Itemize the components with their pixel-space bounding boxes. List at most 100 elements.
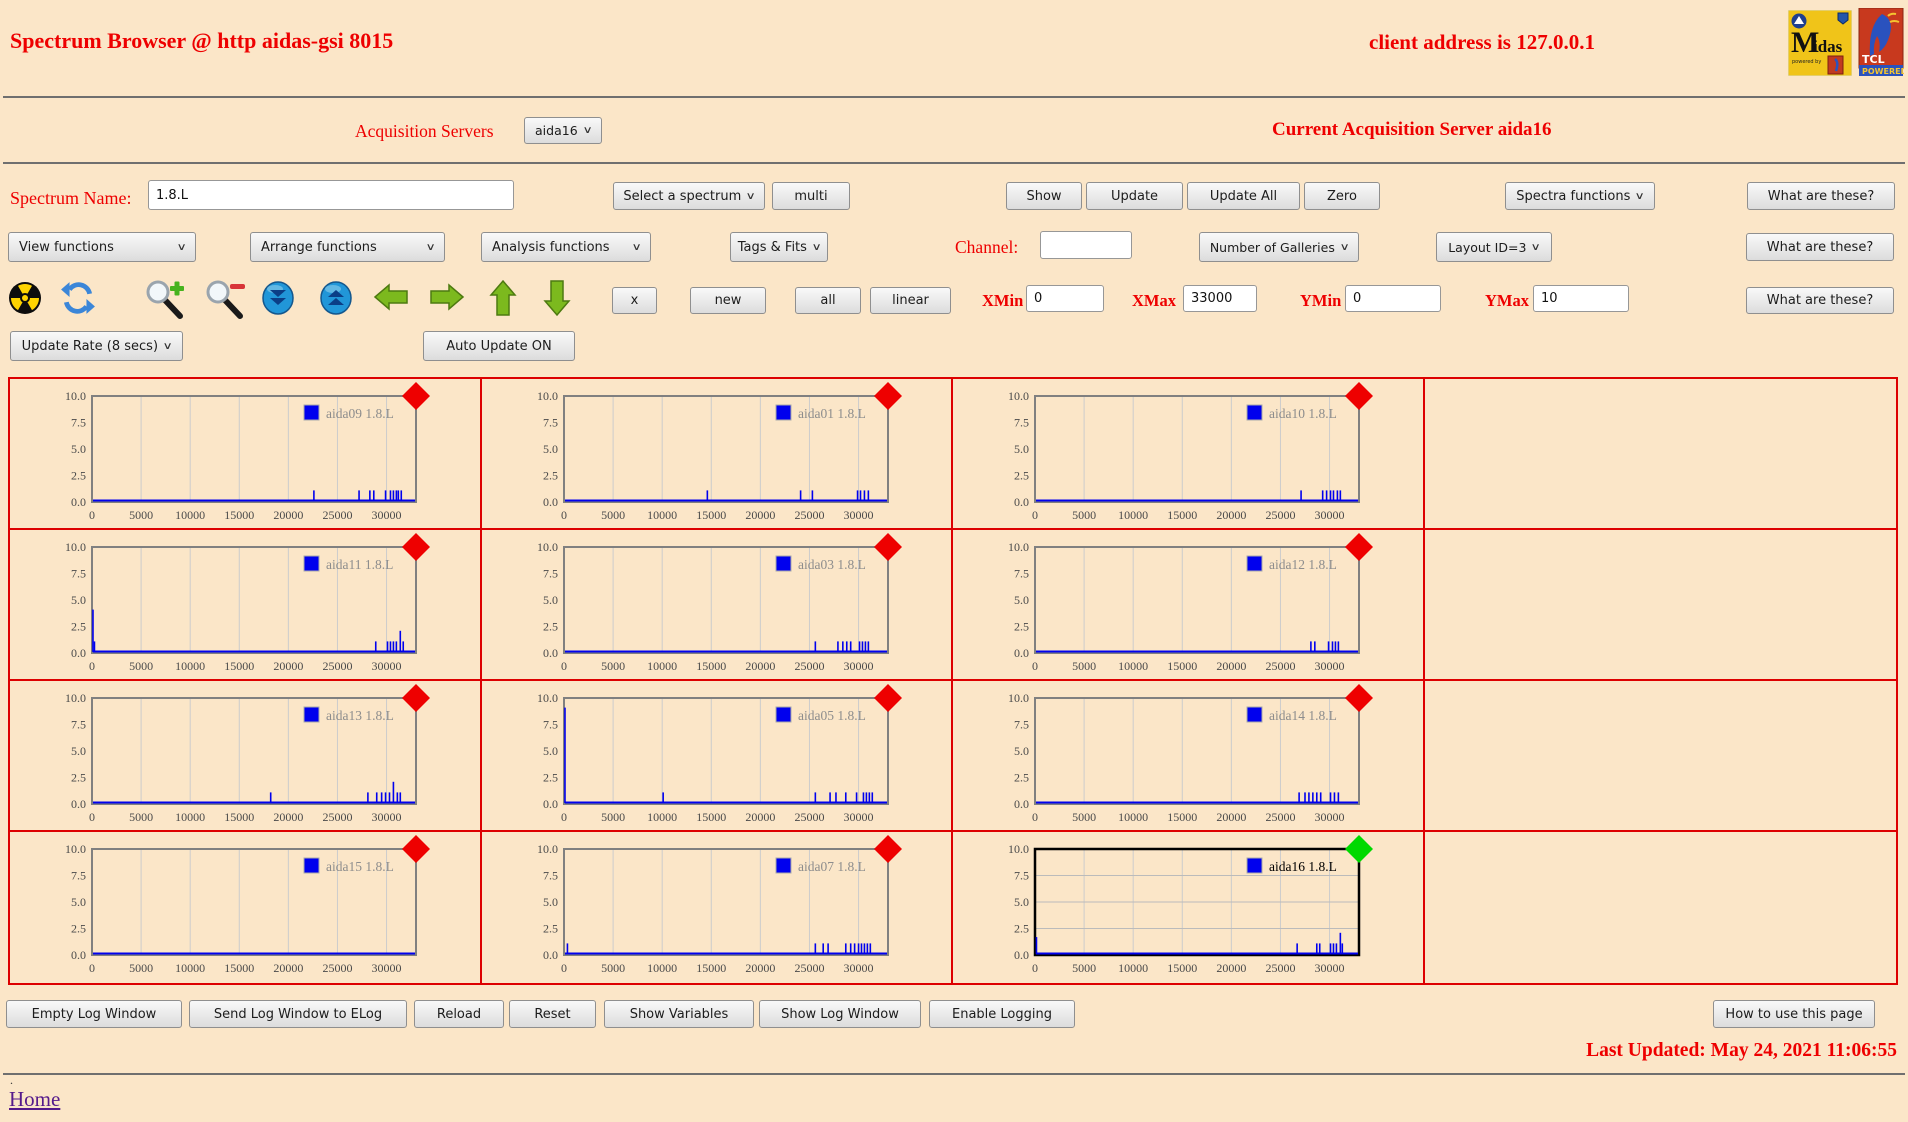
marker-diamond[interactable] bbox=[1345, 684, 1373, 712]
reload-button[interactable]: Reload bbox=[414, 1000, 504, 1028]
pan-down-icon[interactable] bbox=[543, 279, 571, 321]
zero-button[interactable]: Zero bbox=[1304, 182, 1380, 210]
pan-left-icon[interactable] bbox=[373, 283, 409, 315]
xmax-input[interactable] bbox=[1183, 285, 1257, 312]
svg-text:15000: 15000 bbox=[1167, 508, 1197, 522]
how-to-use-this-page-button[interactable]: How to use this page bbox=[1713, 1000, 1875, 1028]
view-functions-dropdown[interactable]: View functions ∨ bbox=[8, 232, 196, 262]
zoom-out-icon[interactable] bbox=[204, 279, 246, 323]
svg-text:25000: 25000 bbox=[794, 961, 824, 975]
gallery-cell-aida11[interactable]: 0.0 2.5 5.0 7.5 10.0 0 5000 10000 15000 20000 2500… bbox=[10, 530, 482, 681]
gallery-cell-aida16[interactable]: 0.0 2.5 5.0 7.5 10.0 0 5000 10000 15000 20000 2500… bbox=[953, 832, 1425, 983]
show-variables-button[interactable]: Show Variables bbox=[604, 1000, 754, 1028]
svg-text:0.0: 0.0 bbox=[1014, 646, 1029, 660]
refresh-icon[interactable] bbox=[60, 280, 96, 320]
new-button[interactable]: new bbox=[690, 287, 766, 314]
home-link[interactable]: Home bbox=[9, 1087, 61, 1111]
pan-right-icon[interactable] bbox=[429, 283, 465, 315]
gallery-cell-aida14[interactable]: 0.0 2.5 5.0 7.5 10.0 0 5000 10000 15000 20000 2500… bbox=[953, 681, 1425, 832]
zoom-in-icon[interactable] bbox=[144, 279, 186, 323]
multi-button[interactable]: multi bbox=[772, 182, 850, 210]
gallery-cell-aida09[interactable]: 0.0 2.5 5.0 7.5 10.0 0 5000 10000 15000 20000 2500… bbox=[10, 379, 482, 530]
svg-text:10.0: 10.0 bbox=[537, 389, 558, 403]
radiation-icon[interactable] bbox=[8, 281, 42, 319]
scroll-down-icon[interactable] bbox=[261, 280, 295, 320]
what-are-these-button-row1[interactable]: What are these? bbox=[1747, 182, 1895, 210]
arrange-functions-dropdown[interactable]: Arrange functions ∨ bbox=[250, 232, 445, 262]
enable-logging-button[interactable]: Enable Logging bbox=[929, 1000, 1075, 1028]
legend-swatch bbox=[1246, 706, 1263, 723]
svg-text:7.5: 7.5 bbox=[71, 567, 86, 581]
all-button[interactable]: all bbox=[795, 287, 861, 314]
update-button[interactable]: Update bbox=[1086, 182, 1183, 210]
update-all-button[interactable]: Update All bbox=[1187, 182, 1300, 210]
legend-label: aida11 1.8.L bbox=[326, 557, 393, 572]
gallery-cell-aida05[interactable]: 0.0 2.5 5.0 7.5 10.0 0 5000 10000 15000 20000 2500… bbox=[481, 681, 953, 832]
gallery-cell-aida12[interactable]: 0.0 2.5 5.0 7.5 10.0 0 5000 10000 15000 20000 2500… bbox=[953, 530, 1425, 681]
marker-diamond[interactable] bbox=[873, 382, 902, 410]
gallery-cell-aida07[interactable]: 0.0 2.5 5.0 7.5 10.0 0 5000 10000 15000 20000 2500… bbox=[482, 832, 953, 983]
analysis-functions-dropdown[interactable]: Analysis functions ∨ bbox=[481, 232, 651, 262]
x-button[interactable]: x bbox=[612, 287, 657, 314]
linear-button[interactable]: linear bbox=[870, 287, 951, 314]
marker-diamond[interactable] bbox=[402, 382, 430, 410]
svg-text:15000: 15000 bbox=[696, 961, 726, 975]
svg-text:7.5: 7.5 bbox=[543, 869, 558, 883]
ymin-input[interactable] bbox=[1345, 285, 1441, 312]
ymax-input[interactable] bbox=[1533, 285, 1629, 312]
svg-text:0: 0 bbox=[561, 659, 567, 673]
marker-diamond[interactable] bbox=[1345, 382, 1373, 410]
pan-up-icon[interactable] bbox=[489, 279, 517, 321]
select-spectrum-dropdown[interactable]: Select a spectrum ∨ bbox=[613, 182, 765, 210]
acquisition-servers-label: Acquisition Servers bbox=[355, 121, 494, 141]
number-of-galleries-dropdown[interactable]: Number of Galleries ∨ bbox=[1199, 232, 1359, 262]
marker-diamond[interactable] bbox=[873, 684, 902, 712]
scroll-up-icon[interactable] bbox=[319, 280, 353, 320]
marker-diamond[interactable] bbox=[1345, 533, 1373, 561]
svg-text:25000: 25000 bbox=[322, 810, 352, 824]
gallery-cell-aida15[interactable]: 0.0 2.5 5.0 7.5 10.0 0 5000 10000 15000 20000 2500… bbox=[10, 832, 482, 983]
auto-update-button[interactable]: Auto Update ON bbox=[423, 331, 575, 361]
svg-text:M: M bbox=[1791, 26, 1819, 59]
svg-text:0.0: 0.0 bbox=[1014, 948, 1029, 962]
tcl-powered-logo: TCL POWERED bbox=[1858, 7, 1908, 80]
reset-button[interactable]: Reset bbox=[509, 1000, 596, 1028]
spectrum-name-label: Spectrum Name: bbox=[10, 188, 132, 208]
layout-id-label: Layout ID=3 bbox=[1448, 239, 1527, 255]
svg-text:30000: 30000 bbox=[1315, 659, 1345, 673]
svg-text:30000: 30000 bbox=[372, 508, 402, 522]
update-rate-dropdown[interactable]: Update Rate (8 secs) ∨ bbox=[10, 331, 183, 361]
layout-id-dropdown[interactable]: Layout ID=3 ∨ bbox=[1436, 232, 1552, 262]
gallery-cell-aida13[interactable]: 0.0 2.5 5.0 7.5 10.0 0 5000 10000 15000 20000 2500… bbox=[10, 681, 482, 832]
marker-diamond[interactable] bbox=[873, 835, 902, 863]
svg-text:25000: 25000 bbox=[1265, 810, 1295, 824]
svg-text:5000: 5000 bbox=[1072, 659, 1096, 673]
acquisition-server-dropdown[interactable]: aida16 ∨ bbox=[524, 117, 602, 144]
svg-text:5.0: 5.0 bbox=[1014, 895, 1029, 909]
show-button[interactable]: Show bbox=[1006, 182, 1082, 210]
gallery-cell-aida01[interactable]: 0.0 2.5 5.0 7.5 10.0 0 5000 10000 15000 20000 2500… bbox=[481, 379, 953, 530]
what-are-these-button-row3[interactable]: What are these? bbox=[1746, 287, 1894, 314]
what-are-these-button-row2[interactable]: What are these? bbox=[1746, 233, 1894, 261]
svg-text:15000: 15000 bbox=[696, 508, 726, 522]
svg-text:10000: 10000 bbox=[175, 659, 205, 673]
send-log-window-to-elog-button[interactable]: Send Log Window to ELog bbox=[189, 1000, 407, 1028]
legend-label: aida03 1.8.L bbox=[798, 557, 866, 572]
tags-fits-dropdown[interactable]: Tags & Fits ∨ bbox=[730, 232, 828, 262]
spectra-functions-dropdown[interactable]: Spectra functions ∨ bbox=[1505, 182, 1655, 210]
show-log-window-button[interactable]: Show Log Window bbox=[759, 1000, 921, 1028]
marker-diamond[interactable] bbox=[402, 835, 430, 863]
gallery-cell-aida10[interactable]: 0.0 2.5 5.0 7.5 10.0 0 5000 10000 15000 20000 2500… bbox=[953, 379, 1425, 530]
chevron-down-icon: ∨ bbox=[176, 241, 187, 253]
svg-text:5.0: 5.0 bbox=[71, 442, 86, 456]
gallery-cell-aida03[interactable]: 0.0 2.5 5.0 7.5 10.0 0 5000 10000 15000 20000 2500… bbox=[481, 530, 953, 681]
svg-text:5000: 5000 bbox=[129, 508, 153, 522]
marker-diamond[interactable] bbox=[873, 533, 902, 561]
spectrum-name-input[interactable] bbox=[148, 180, 514, 210]
marker-diamond[interactable] bbox=[402, 533, 430, 561]
marker-diamond[interactable] bbox=[402, 684, 430, 712]
channel-input[interactable] bbox=[1040, 231, 1132, 259]
xmin-input[interactable] bbox=[1026, 285, 1104, 312]
empty-log-window-button[interactable]: Empty Log Window bbox=[6, 1000, 182, 1028]
selected-marker-diamond[interactable] bbox=[1345, 835, 1373, 863]
